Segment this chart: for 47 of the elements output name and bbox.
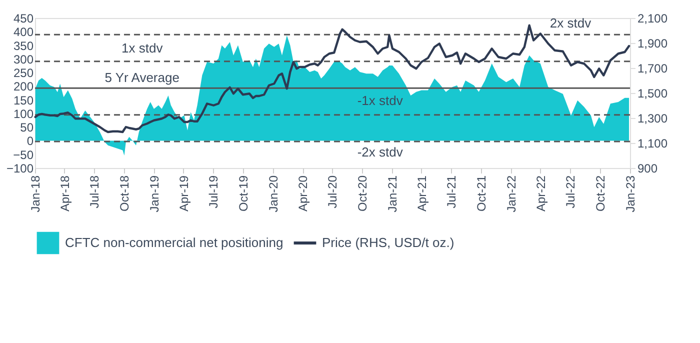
x-tick-label: Oct-20 (356, 175, 370, 212)
x-tick-label: Jul-18 (87, 175, 102, 208)
x-tick-label: Apr-19 (176, 175, 191, 212)
x-tick-label: Apr-22 (534, 175, 548, 212)
y-tick-label: 450 (13, 12, 34, 26)
x-tick-label: Jul-22 (564, 175, 578, 208)
ref-line-label: 2x stdv (550, 16, 592, 31)
y-tick-label: 200 (13, 80, 34, 94)
y-tick-label: 400 (13, 25, 34, 40)
ref-line-label: -2x stdv (357, 144, 404, 160)
x-tick-label: Jan-22 (504, 175, 519, 212)
y-tick-label: 250 (13, 66, 34, 80)
y-tick-label: 50 (20, 120, 34, 135)
x-tick-label: Apr-21 (414, 175, 429, 212)
y-tick-label: 350 (13, 38, 34, 53)
y-tick-label: −50 (13, 148, 34, 162)
ref-line-label: -1x stdv (357, 92, 404, 108)
y-tick-label: −100 (6, 162, 34, 176)
x-tick-label: Oct-19 (236, 175, 250, 212)
ref-line-label: 1x stdv (122, 40, 164, 56)
y-tick-label: 0 (26, 134, 34, 148)
y2-tick-label: 1,700 (638, 62, 668, 76)
x-tick-label: Oct-22 (594, 175, 608, 212)
y2-tick-label: 900 (638, 162, 658, 176)
legend-label: Price (RHS, USD/t oz.) (322, 235, 454, 250)
y2-tick-label: 1,100 (638, 136, 668, 150)
ref-line-label: 5 Yr Average (104, 70, 180, 86)
x-tick-label: Apr-20 (296, 175, 310, 212)
x-tick-label: Jul-20 (326, 175, 340, 208)
y2-tick-label: 1,900 (638, 36, 668, 50)
y-tick-label: 300 (13, 52, 34, 66)
x-tick-label: Jan-20 (266, 175, 280, 212)
y2-tick-label: 1,300 (638, 112, 668, 126)
x-tick-label: Apr-18 (58, 175, 72, 212)
y2-tick-label: 1,500 (638, 86, 668, 100)
y-tick-label: 100 (13, 106, 34, 121)
x-tick-label: Jul-21 (444, 175, 459, 208)
y2-tick-label: 2,100 (638, 12, 668, 26)
x-tick-label: Jan-23 (624, 175, 638, 212)
x-tick-label: Jan-21 (386, 175, 400, 212)
x-tick-label: Oct-18 (117, 175, 132, 212)
x-tick-label: Jan-19 (147, 175, 162, 212)
x-tick-label: Oct-21 (474, 175, 489, 212)
x-tick-label: Jul-19 (206, 175, 220, 208)
y-tick-label: 150 (13, 93, 34, 108)
x-tick-label: Jan-18 (28, 175, 42, 212)
legend-label: CFTC non-commercial net positioning (65, 235, 284, 250)
